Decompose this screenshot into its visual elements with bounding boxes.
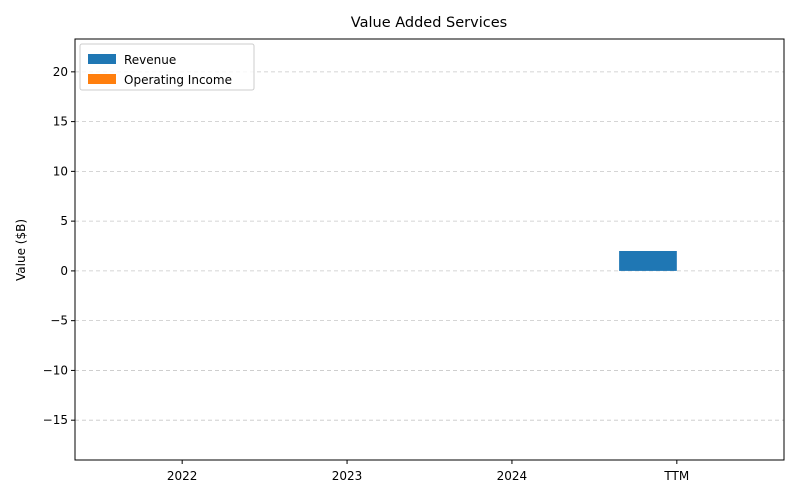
legend: Revenue Operating Income <box>79 43 255 91</box>
bar-revenue-ttm <box>619 250 677 271</box>
y-tick-label: −5 <box>50 314 68 328</box>
chart-title: Value Added Services <box>351 15 507 31</box>
x-tick-label: 2022 <box>167 469 198 483</box>
bars <box>619 250 677 271</box>
legend-box <box>79 43 255 91</box>
y-tick-label: 10 <box>53 164 68 178</box>
legend-swatch <box>88 54 116 64</box>
y-tick-label: 20 <box>53 65 68 79</box>
x-tick-label: 2023 <box>332 469 363 483</box>
y-tick-label: −15 <box>43 413 68 427</box>
legend-entry-label: Revenue <box>124 53 176 67</box>
legend-entry-label: Operating Income <box>124 73 232 87</box>
x-tick-label: 2024 <box>497 469 528 483</box>
x-tick-label: TTM <box>663 469 689 483</box>
y-axis-label: Value ($B) <box>14 219 28 281</box>
y-axis: −15 −10 −5 0 5 10 15 20 <box>43 65 75 427</box>
y-tick-label: 15 <box>53 115 68 129</box>
plot-area-frame <box>74 38 785 461</box>
legend-swatch <box>88 74 116 84</box>
y-tick-label: 0 <box>60 264 68 278</box>
y-tick-label: 5 <box>60 214 68 228</box>
y-tick-label: −10 <box>43 363 68 377</box>
x-axis: 2022 2023 2024 TTM <box>167 460 689 483</box>
